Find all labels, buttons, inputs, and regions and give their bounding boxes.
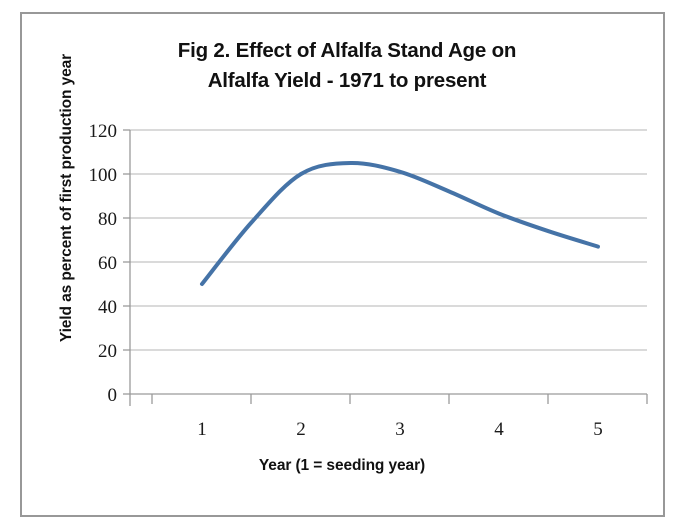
x-axis-ticks xyxy=(151,394,648,404)
x-tick-label-3: 3 xyxy=(395,419,405,440)
y-tick-label-20: 20 xyxy=(98,341,117,362)
x-tick-label-5: 5 xyxy=(593,419,603,440)
data-series-line xyxy=(200,160,600,286)
y-tick-label-120: 120 xyxy=(89,121,118,142)
figure-border: Fig 2. Effect of Alfalfa Stand Age on Al… xyxy=(20,12,665,517)
x-tick-label-2: 2 xyxy=(296,419,306,440)
x-tick-label-4: 4 xyxy=(494,419,504,440)
x-tick-label-1: 1 xyxy=(197,419,207,440)
y-axis-ticks xyxy=(123,129,130,395)
y-tick-label-40: 40 xyxy=(98,297,117,318)
y-tick-label-80: 80 xyxy=(98,209,117,230)
y-tick-label-60: 60 xyxy=(98,253,117,274)
y-tick-label-100: 100 xyxy=(89,165,118,186)
y-tick-label-0: 0 xyxy=(108,385,118,406)
plot-area: 120 100 80 60 40 20 0 1 2 3 4 5 xyxy=(89,121,648,440)
x-axis-title: Year (1 = seeding year) xyxy=(258,457,426,474)
chart-title: Fig 2. Effect of Alfalfa Stand Age on Al… xyxy=(177,39,517,92)
